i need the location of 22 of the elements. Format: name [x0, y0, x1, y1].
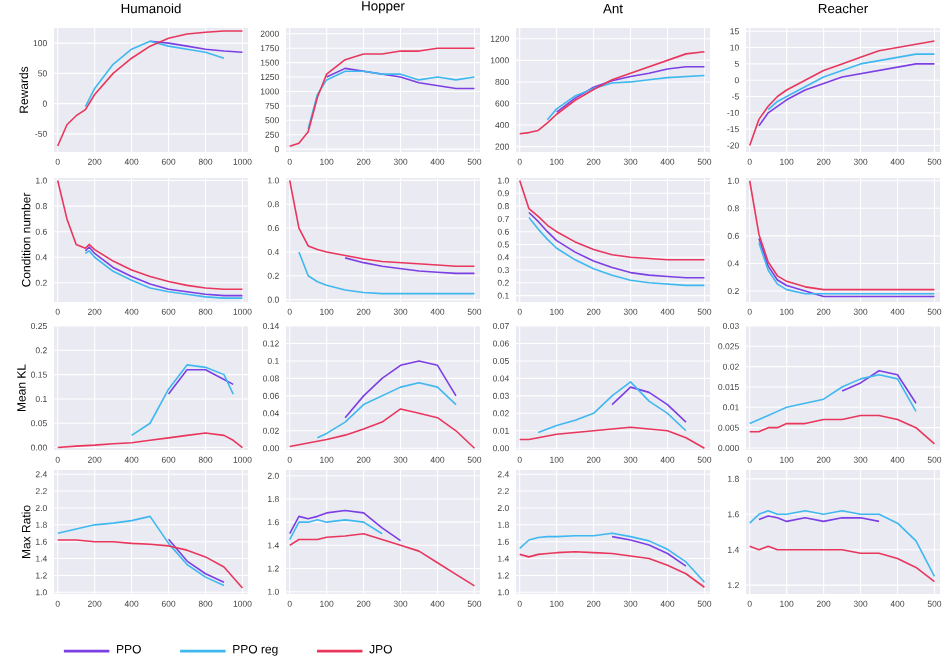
- line-series: [518, 532, 706, 583]
- line-series: [748, 414, 936, 445]
- line-series: [611, 535, 687, 567]
- line-series: [56, 432, 244, 449]
- line-series: [537, 381, 687, 434]
- line-series: [555, 66, 706, 113]
- line-series: [130, 364, 235, 437]
- line-series: [56, 30, 244, 147]
- line-series: [84, 40, 225, 108]
- line-series: [307, 70, 476, 130]
- line-series: [56, 179, 244, 291]
- line-series: [167, 368, 235, 395]
- line-series: [288, 519, 383, 541]
- line-series: [748, 509, 936, 578]
- line-series: [288, 509, 402, 542]
- line-series: [56, 539, 244, 589]
- line-series: [56, 515, 225, 587]
- line-series: [288, 408, 476, 450]
- line-series: [841, 369, 917, 405]
- line-series: [167, 538, 225, 583]
- line-series: [344, 360, 457, 419]
- line-series: [611, 386, 687, 423]
